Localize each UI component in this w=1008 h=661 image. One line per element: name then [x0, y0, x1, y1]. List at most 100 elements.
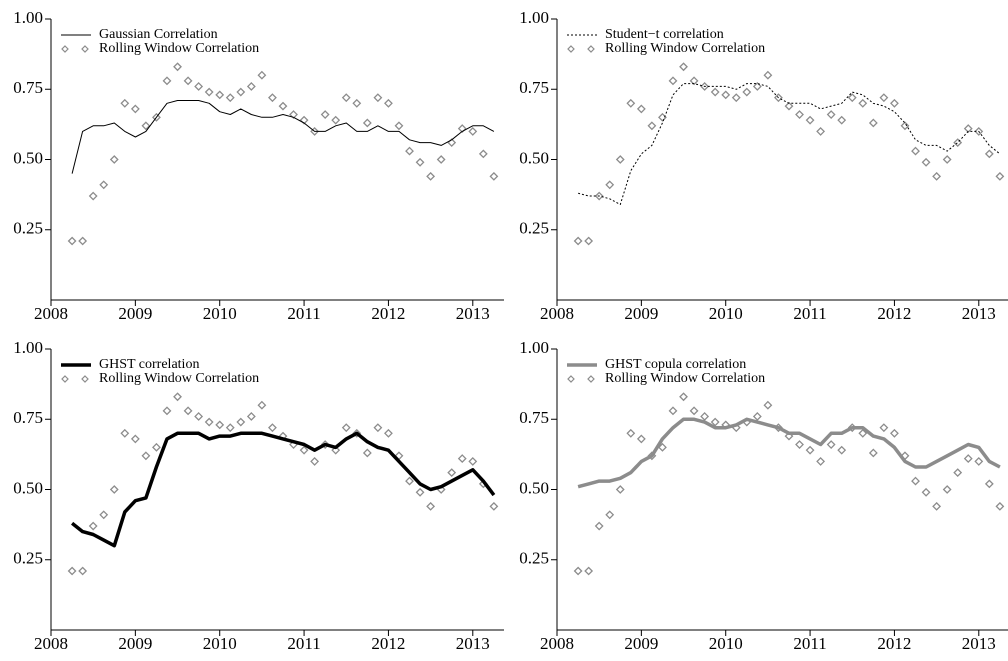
- correlation-line: [71, 100, 495, 174]
- rolling-point: [246, 82, 256, 91]
- y-tick-label: 0.25: [13, 549, 43, 568]
- y-tick-label: 0.25: [519, 549, 549, 568]
- legend-marker: [587, 45, 595, 53]
- rolling-point: [310, 456, 320, 466]
- rolling-point: [636, 104, 646, 114]
- rolling-point: [626, 428, 636, 438]
- y-tick-label: 1.00: [13, 8, 43, 27]
- rolling-point: [605, 510, 615, 520]
- rolling-point: [88, 521, 98, 531]
- x-tick-label: 2008: [540, 304, 574, 323]
- rolling-point: [774, 93, 783, 103]
- rolling-point: [816, 126, 826, 136]
- rolling-point: [152, 442, 161, 452]
- rolling-point: [352, 98, 362, 108]
- rolling-point: [426, 501, 436, 511]
- legend-label: Rolling Window Correlation: [605, 41, 765, 56]
- rolling-point: [679, 62, 688, 72]
- x-tick-label: 2009: [624, 634, 658, 653]
- rolling-point: [615, 155, 625, 164]
- rolling-point: [331, 115, 341, 125]
- rolling-point: [668, 406, 678, 416]
- rolling-point: [141, 451, 151, 461]
- rolling-point: [932, 501, 942, 511]
- rolling-point: [879, 93, 889, 103]
- rolling-point: [384, 428, 393, 438]
- rolling-point: [215, 420, 225, 430]
- rolling-point: [984, 149, 994, 159]
- rolling-point: [362, 118, 372, 128]
- x-tick-label: 2009: [118, 304, 152, 323]
- x-tick-label: 2012: [371, 304, 405, 323]
- rolling-point: [109, 485, 119, 494]
- rolling-point: [731, 93, 741, 103]
- rolling-point: [373, 93, 383, 103]
- x-tick-label: 2011: [793, 304, 826, 323]
- rolling-point: [88, 191, 98, 201]
- rolling-point: [921, 157, 931, 167]
- rolling-point: [805, 115, 815, 125]
- rolling-point: [689, 406, 699, 416]
- rolling-point: [489, 501, 499, 511]
- rolling-point: [268, 423, 277, 433]
- rolling-point: [594, 521, 604, 531]
- rolling-point: [615, 485, 625, 494]
- rolling-point: [341, 93, 351, 103]
- rolling-point: [963, 124, 973, 134]
- rolling-point: [594, 191, 604, 201]
- rolling-point: [911, 476, 920, 486]
- rolling-point: [974, 456, 984, 466]
- rolling-point: [805, 445, 815, 455]
- rolling-point: [837, 445, 847, 455]
- rolling-point: [879, 423, 889, 433]
- rolling-point: [858, 98, 868, 108]
- x-tick-label: 2013: [456, 304, 490, 323]
- rolling-point: [78, 566, 88, 576]
- rolling-point: [130, 434, 140, 444]
- rolling-point: [268, 93, 277, 103]
- rolling-point: [710, 417, 720, 427]
- rolling-point: [847, 93, 857, 103]
- rolling-point: [141, 121, 151, 131]
- rolling-point: [658, 442, 667, 452]
- rolling-point: [415, 487, 425, 497]
- correlation-line: [577, 417, 1001, 489]
- rolling-point: [436, 155, 446, 164]
- rolling-point: [373, 423, 383, 433]
- y-tick-label: 0.50: [13, 478, 43, 497]
- y-tick-label: 0.75: [519, 78, 549, 97]
- rolling-point: [974, 126, 984, 136]
- rolling-point: [763, 70, 773, 80]
- legend-marker: [61, 45, 69, 53]
- rolling-point: [215, 90, 225, 100]
- rolling-point: [636, 434, 646, 444]
- rolling-point: [457, 454, 467, 464]
- rolling-point: [362, 448, 372, 458]
- y-tick-label: 1.00: [519, 338, 549, 357]
- rolling-point: [468, 126, 478, 136]
- rolling-point: [784, 101, 794, 111]
- legend-label: Rolling Window Correlation: [99, 371, 259, 386]
- rolling-point: [953, 138, 963, 148]
- rolling-point: [953, 468, 963, 478]
- legend-label: GHST correlation: [99, 357, 199, 372]
- rolling-point: [78, 236, 88, 246]
- rolling-point: [194, 82, 204, 91]
- rolling-point: [457, 124, 467, 134]
- x-tick-label: 2012: [877, 304, 911, 323]
- rolling-point: [320, 110, 330, 119]
- rolling-point: [679, 392, 688, 402]
- legend-marker: [567, 45, 575, 53]
- rolling-point: [310, 126, 320, 136]
- x-tick-label: 2012: [371, 634, 405, 653]
- rolling-point: [858, 428, 868, 438]
- rolling-point: [995, 171, 1005, 181]
- x-tick-label: 2008: [34, 634, 68, 653]
- rolling-point: [605, 180, 615, 190]
- rolling-point: [763, 400, 773, 410]
- rolling-point: [752, 412, 762, 421]
- x-tick-label: 2010: [709, 304, 743, 323]
- legend-label: Student−t correlation: [605, 27, 724, 42]
- rolling-point: [573, 236, 583, 246]
- rolling-point: [795, 440, 804, 449]
